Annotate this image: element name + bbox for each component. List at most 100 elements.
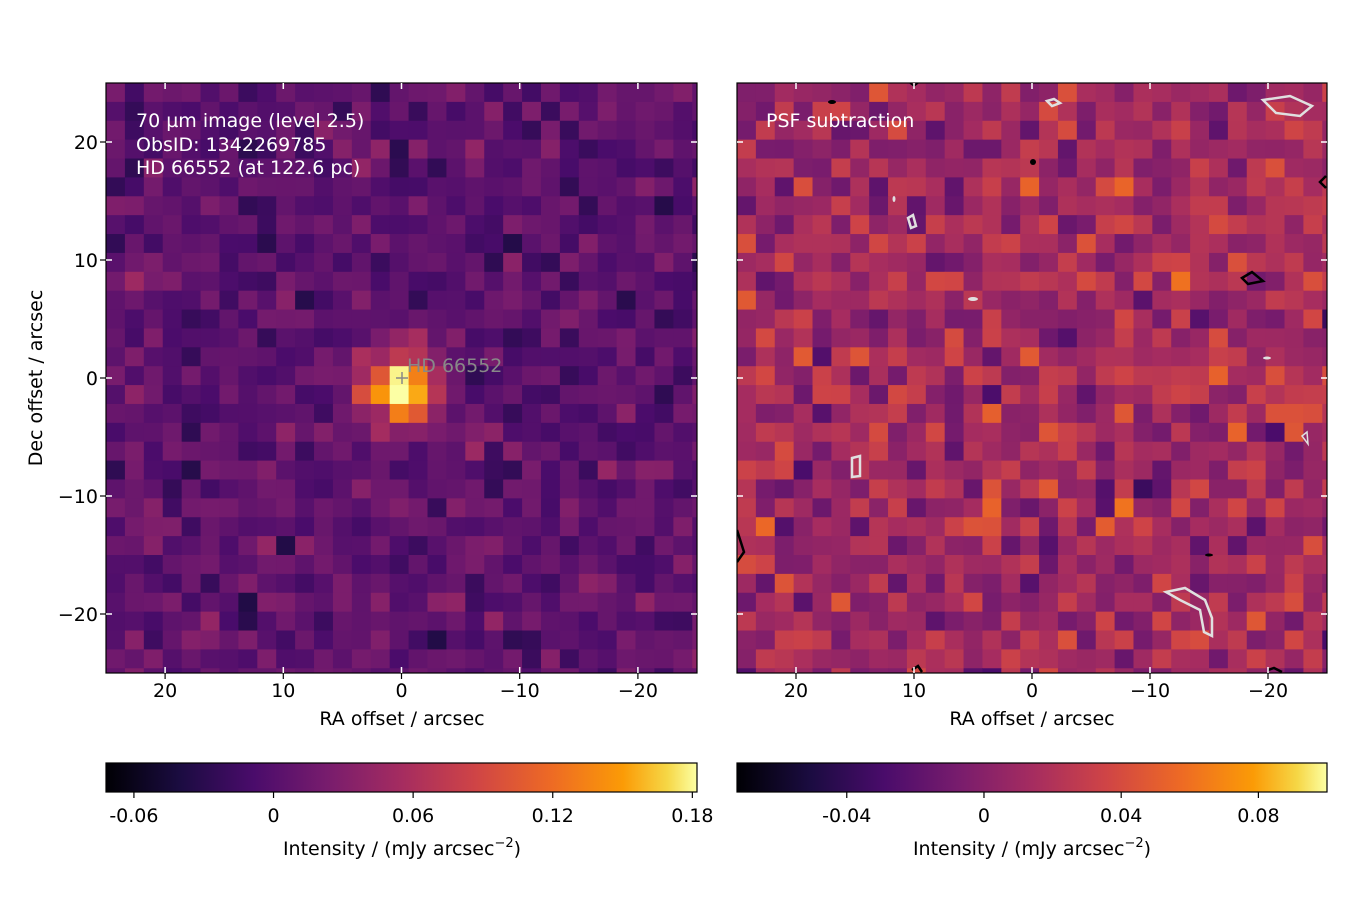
heatmap-pixel — [1209, 479, 1229, 499]
heatmap-pixel — [446, 347, 466, 367]
heatmap-pixel — [1095, 101, 1116, 122]
heatmap-pixel — [578, 403, 599, 424]
heatmap-pixel — [1001, 687, 1020, 706]
heatmap-pixel — [295, 668, 315, 673]
heatmap-pixel — [162, 196, 183, 216]
heatmap-pixel — [314, 158, 334, 178]
heatmap-pixel — [850, 611, 870, 632]
heatmap-pixel — [1209, 422, 1229, 443]
heatmap-pixel — [1171, 139, 1191, 160]
heatmap-pixel — [869, 498, 889, 518]
heatmap-pixel — [1284, 252, 1304, 273]
heatmap-pixel — [1057, 101, 1078, 122]
heatmap-pixel — [162, 385, 183, 405]
heatmap-pixel — [869, 139, 889, 160]
heatmap-pixel — [162, 347, 183, 367]
heatmap-pixel — [1341, 310, 1350, 329]
heatmap-pixel — [1095, 328, 1116, 348]
heatmap-pixel — [559, 139, 580, 160]
heatmap-pixel — [314, 649, 334, 669]
heatmap-pixel — [503, 403, 523, 424]
heatmap-pixel — [200, 158, 221, 178]
heatmap-pixel — [1114, 441, 1135, 462]
heatmap-pixel — [1322, 290, 1327, 311]
heatmap-pixel — [295, 139, 315, 160]
heatmap-pixel — [1284, 347, 1304, 367]
heatmap-pixel — [831, 403, 851, 424]
heatmap-pixel — [143, 328, 164, 348]
heatmap-pixel — [446, 309, 466, 330]
heatmap-pixel — [162, 83, 183, 103]
heatmap-pixel — [1171, 498, 1191, 518]
heatmap-pixel — [982, 385, 1002, 405]
heatmap-pixel — [332, 366, 353, 386]
heatmap-pixel — [465, 177, 485, 197]
heatmap-pixel — [427, 290, 448, 311]
heatmap-pixel — [1246, 441, 1267, 462]
heatmap-pixel — [503, 611, 523, 632]
heatmap-pixel — [755, 422, 776, 443]
heatmap-pixel — [200, 196, 221, 216]
heatmap-pixel — [1227, 83, 1248, 103]
heatmap-pixel — [1171, 403, 1191, 424]
heatmap-pixel — [793, 517, 814, 537]
heatmap-pixel — [143, 196, 164, 216]
heatmap-pixel — [1265, 630, 1286, 650]
heatmap-pixel — [408, 498, 429, 518]
heatmap-pixel — [540, 668, 561, 673]
heatmap-pixel — [465, 460, 485, 481]
heatmap-pixel — [389, 101, 410, 122]
heatmap-pixel — [465, 309, 485, 330]
heatmap-pixel — [540, 83, 561, 103]
heatmap-pixel — [888, 668, 908, 673]
heatmap-pixel — [1152, 366, 1172, 386]
heatmap-pixel — [522, 101, 542, 122]
heatmap-pixel — [1133, 366, 1153, 386]
heatmap-pixel — [143, 271, 164, 292]
heatmap-pixel — [1322, 555, 1327, 575]
heatmap-pixel — [1152, 385, 1172, 405]
heatmap-pixel — [1020, 498, 1040, 518]
heatmap-pixel — [124, 422, 145, 443]
heatmap-pixel — [654, 101, 674, 122]
heatmap-pixel — [944, 385, 965, 405]
heatmap-pixel — [945, 687, 964, 706]
heatmap-pixel — [654, 479, 674, 499]
heatmap-pixel — [295, 328, 315, 348]
heatmap-pixel — [1190, 403, 1210, 424]
y-tick-label: 0 — [86, 368, 98, 390]
heatmap-pixel — [737, 517, 757, 537]
heatmap-pixel — [1001, 649, 1021, 669]
heatmap-pixel — [314, 309, 334, 330]
heatmap-pixel — [219, 668, 239, 673]
heatmap-pixel — [332, 83, 353, 103]
heatmap-pixel — [1171, 668, 1191, 673]
heatmap-pixel — [1039, 139, 1059, 160]
heatmap-pixel — [888, 385, 908, 405]
heatmap-pixel — [1284, 498, 1304, 518]
left-colorbar-ticks: -0.06 0 0.06 0.12 0.18 — [109, 792, 714, 827]
heatmap-pixel — [1265, 422, 1286, 443]
heatmap-pixel — [181, 158, 202, 178]
heatmap-pixel — [1265, 290, 1286, 311]
heatmap-pixel — [1265, 479, 1286, 499]
heatmap-pixel — [982, 573, 1002, 594]
heatmap-pixel — [831, 215, 851, 235]
heatmap-pixel — [1190, 366, 1210, 386]
heatmap-pixel — [200, 309, 221, 330]
heatmap-pixel — [831, 649, 851, 669]
heatmap-pixel — [1227, 139, 1248, 160]
star-marker — [396, 372, 408, 384]
heatmap-pixel — [578, 139, 599, 160]
x-tick-label: −20 — [618, 680, 658, 702]
heatmap-pixel — [559, 83, 580, 103]
heatmap-pixel — [1227, 215, 1248, 235]
heatmap-pixel — [1057, 215, 1078, 235]
heatmap-pixel — [219, 101, 239, 122]
heatmap-pixel — [831, 290, 851, 311]
heatmap-pixel — [869, 158, 889, 178]
heatmap-pixel — [1284, 630, 1304, 650]
heatmap-pixel — [351, 479, 372, 499]
heatmap-pixel — [1322, 139, 1327, 160]
heatmap-pixel — [559, 668, 580, 673]
